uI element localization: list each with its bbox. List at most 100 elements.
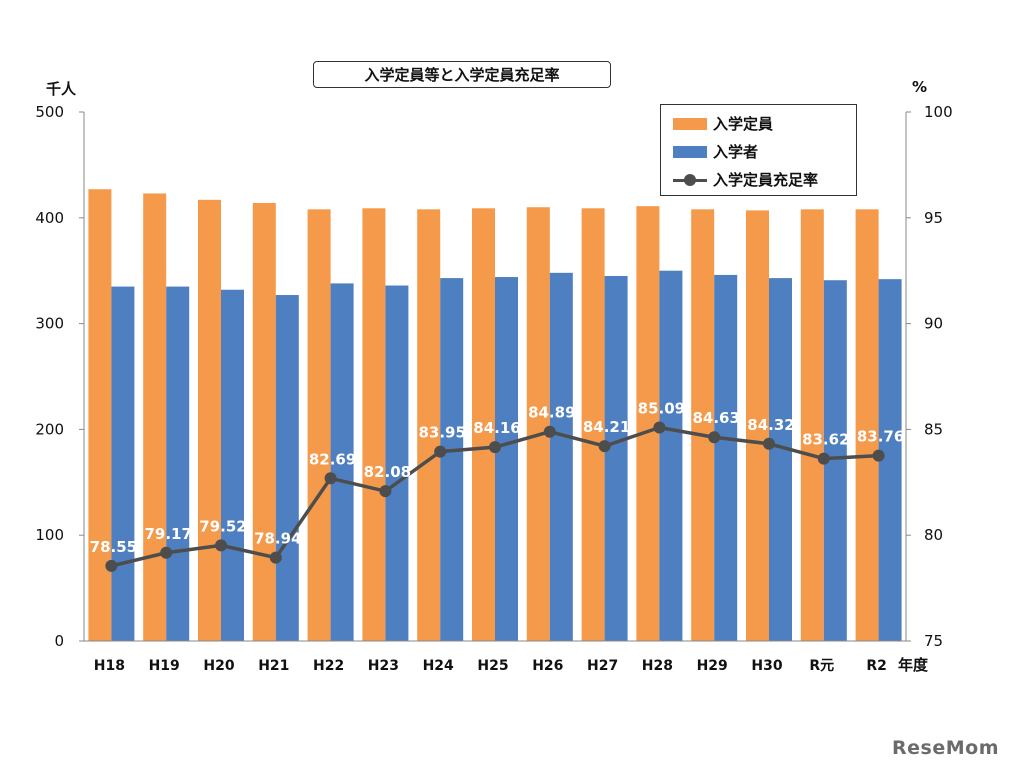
- legend-swatch-enrolled: [673, 145, 707, 158]
- legend-label-enrolled: 入学者: [713, 143, 759, 161]
- rate-point-H19: [160, 546, 173, 559]
- rate-point-H30: [763, 437, 775, 450]
- x-tick-label: H23: [368, 658, 399, 674]
- x-tick-label: H24: [423, 658, 454, 674]
- rate-data-label: 85.09: [638, 399, 685, 417]
- bar-enrolled-H22: [330, 283, 354, 641]
- right-tick-label: 100: [924, 103, 953, 121]
- bar-enrolled-H20: [221, 289, 244, 641]
- legend-item-capacity: 入学定員: [673, 113, 773, 134]
- bar-capacity-H25: [472, 208, 495, 641]
- x-tick-label: H19: [149, 658, 180, 674]
- bar-enrolled-H27: [604, 275, 628, 641]
- bar-enrolled-H18: [111, 286, 135, 641]
- rate-point-H25: [489, 441, 501, 454]
- rate-point-H29: [708, 431, 721, 444]
- bar-enrolled-H26: [549, 272, 573, 641]
- rate-point-H22: [324, 472, 337, 485]
- bar-capacity-R2: [855, 209, 879, 641]
- x-tick-label: H28: [642, 658, 673, 674]
- legend-swatch-capacity: [673, 117, 707, 130]
- rate-data-label: 84.63: [692, 409, 739, 427]
- bar-capacity-H29: [691, 209, 715, 641]
- left-tick-label: 0: [54, 632, 64, 650]
- rate-point-H27: [598, 440, 611, 453]
- legend-item-enrolled: 入学者: [673, 141, 758, 162]
- bar-capacity-H18: [88, 189, 112, 641]
- bar-capacity-H26: [526, 207, 550, 641]
- bar-enrolled-H25: [495, 277, 518, 641]
- rate-data-label: 79.17: [144, 525, 191, 543]
- x-tick-label: H30: [751, 658, 782, 674]
- right-tick-label: 80: [924, 526, 943, 544]
- rate-point-H21: [269, 551, 282, 564]
- bar-capacity-H28: [636, 206, 660, 642]
- bars-layer: [88, 189, 902, 642]
- x-tick-label: H20: [203, 658, 234, 674]
- rate-data-label: 83.95: [418, 424, 465, 442]
- legend: 入学定員 入学者 入学定員充足率: [660, 104, 857, 196]
- right-tick-label: 75: [924, 632, 943, 650]
- watermark-logo: ReseMom: [892, 737, 999, 759]
- x-tick-label: R2: [866, 658, 887, 674]
- rate-point-H26: [543, 425, 556, 438]
- rate-data-label: 78.55: [90, 538, 137, 556]
- legend-item-rate: 入学定員充足率: [673, 169, 818, 190]
- bar-capacity-H22: [307, 209, 331, 641]
- rate-data-label: 84.89: [528, 404, 575, 422]
- bar-enrolled-H30: [769, 278, 792, 641]
- rate-data-label: 84.32: [747, 416, 794, 434]
- legend-label-capacity: 入学定員: [713, 115, 774, 133]
- x-tick-label: H18: [94, 658, 125, 674]
- bar-capacity-H30: [746, 210, 769, 642]
- rate-data-label: 84.16: [473, 419, 520, 437]
- chart-title: 入学定員等と入学定員充足率: [313, 61, 611, 88]
- rate-point-R元: [817, 452, 830, 465]
- bar-enrolled-H28: [659, 270, 683, 641]
- rate-data-label: 83.76: [857, 428, 904, 446]
- bar-capacity-H23: [362, 208, 386, 641]
- right-tick-label: 95: [924, 209, 943, 227]
- rate-point-H18: [105, 559, 118, 572]
- bar-capacity-H19: [143, 193, 167, 641]
- bar-enrolled-H24: [440, 278, 464, 641]
- x-tick-label: H25: [477, 658, 508, 674]
- rate-point-H28: [653, 421, 666, 434]
- bar-enrolled-H21: [275, 295, 299, 641]
- rate-data-label: 79.52: [199, 517, 246, 535]
- rate-data-label: 84.21: [583, 418, 630, 436]
- bar-enrolled-H29: [714, 274, 738, 641]
- legend-label-rate: 入学定員充足率: [713, 171, 819, 189]
- legend-swatch-rate: [673, 173, 707, 186]
- bar-enrolled-R2: [878, 279, 902, 641]
- rate-data-label: 78.94: [254, 530, 301, 548]
- right-axis-unit: %: [912, 78, 928, 96]
- rate-point-H24: [434, 445, 447, 458]
- bar-capacity-H20: [198, 199, 221, 641]
- rate-data-label: 83.62: [802, 431, 849, 449]
- left-tick-label: 300: [35, 315, 64, 333]
- bar-enrolled-H23: [385, 285, 409, 641]
- x-tick-label: H22: [313, 658, 344, 674]
- bar-capacity-H24: [417, 209, 441, 641]
- right-tick-label: 90: [924, 315, 943, 333]
- labels-layer: 78.55 79.17 79.52 78.94 82.69 82.08 83.95 84.16…: [90, 399, 905, 555]
- line-layer: [105, 421, 885, 572]
- bar-capacity-H21: [252, 202, 276, 641]
- rate-point-H23: [379, 485, 392, 498]
- rate-data-label: 82.08: [364, 463, 411, 481]
- rate-point-H20: [215, 539, 227, 552]
- rate-point-R2: [872, 449, 885, 462]
- bar-capacity-H27: [581, 208, 605, 641]
- bar-enrolled-H19: [166, 286, 190, 641]
- x-tick-label: H26: [532, 658, 563, 674]
- x-tick-label: H29: [697, 658, 728, 674]
- x-axis-unit: 年度: [898, 656, 929, 674]
- left-tick-label: 500: [35, 103, 64, 121]
- left-tick-label: 100: [35, 526, 64, 544]
- left-tick-label: 400: [35, 209, 64, 227]
- left-tick-label: 200: [35, 420, 64, 438]
- rate-data-label: 82.69: [309, 450, 356, 468]
- x-tick-label: H21: [258, 658, 289, 674]
